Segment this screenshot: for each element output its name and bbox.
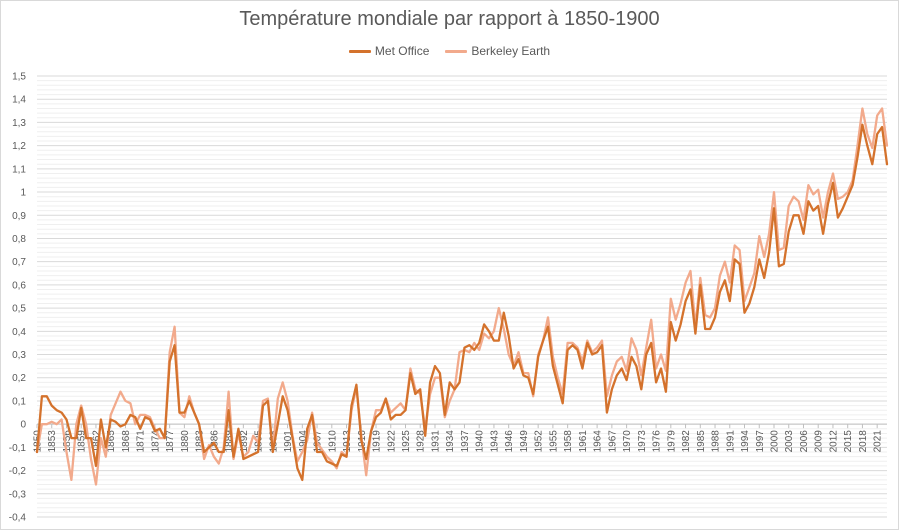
x-tick-label: 1871 xyxy=(136,430,147,453)
x-tick-label: 1865 xyxy=(106,430,117,453)
x-tick-label: 1940 xyxy=(475,430,486,453)
y-tick-label: 0,6 xyxy=(12,280,26,291)
y-axis: -0,4 -0,3 -0,2 -0,1 0 0,1 0,2 0,3 0,4 0,5 0,6 0,7 0,… xyxy=(9,72,27,524)
legend-label-berkeley-earth: Berkeley Earth xyxy=(471,44,551,58)
x-tick-label: 1961 xyxy=(578,430,589,453)
y-tick-label: 0,9 xyxy=(12,211,26,222)
x-tick-label: 1982 xyxy=(681,430,692,453)
x-tick-label: 1997 xyxy=(755,430,766,453)
x-tick-label: 1877 xyxy=(165,430,176,453)
x-tick-label: 1892 xyxy=(239,430,250,453)
x-tick-label: 1931 xyxy=(430,430,441,453)
y-tick-label: 0,8 xyxy=(12,234,26,245)
x-tick-label: 2000 xyxy=(769,430,780,453)
x-tick-label: 1952 xyxy=(534,430,545,453)
x-tick-label: 1973 xyxy=(637,430,648,453)
y-tick-label: 1,5 xyxy=(12,72,26,83)
y-tick-label: 0 xyxy=(20,420,26,431)
x-tick-label: 1934 xyxy=(445,430,456,453)
x-tick-label: 1910 xyxy=(327,430,338,453)
x-tick-label: 1925 xyxy=(401,430,412,453)
x-tick-label: 1919 xyxy=(372,430,383,453)
x-tick-label: 1874 xyxy=(150,430,161,453)
y-tick-label: -0,1 xyxy=(9,443,27,454)
x-tick-label: 1994 xyxy=(740,430,751,453)
x-tick-label: 1937 xyxy=(460,430,471,453)
x-tick-label: 1889 xyxy=(224,430,235,453)
x-tick-label: 1868 xyxy=(121,430,132,453)
y-tick-label: -0,3 xyxy=(9,489,27,500)
x-tick-label: 1862 xyxy=(91,430,102,453)
x-tick-label: 1883 xyxy=(195,430,206,453)
series-line-met-office xyxy=(35,123,889,482)
y-tick-label: 0,7 xyxy=(12,257,26,268)
y-tick-label: 1,1 xyxy=(12,164,26,175)
x-tick-label: 1907 xyxy=(313,430,324,453)
x-tick-label: 2018 xyxy=(858,430,869,453)
x-tick-label: 1958 xyxy=(563,430,574,453)
legend-swatch-met-office xyxy=(348,49,371,53)
x-tick-label: 1970 xyxy=(622,430,633,453)
y-tick-label: 0,1 xyxy=(12,396,26,407)
x-tick-label: 1946 xyxy=(504,430,515,453)
x-tick-label: 2015 xyxy=(843,430,854,453)
x-tick-label: 1943 xyxy=(489,430,500,453)
x-tick-label: 1859 xyxy=(77,430,88,453)
y-tick-label: 0,5 xyxy=(12,304,26,315)
x-tick-label: 1901 xyxy=(283,430,294,453)
x-tick-label: 1949 xyxy=(519,430,530,453)
x-tick-label: 2009 xyxy=(814,430,825,453)
y-tick-label: -0,2 xyxy=(9,466,27,477)
y-tick-label: 1,3 xyxy=(12,118,26,129)
x-tick-label: 1853 xyxy=(47,430,58,453)
x-tick-label: 1880 xyxy=(180,430,191,453)
x-tick-label: 1922 xyxy=(386,430,397,453)
legend-swatch-berkeley-earth xyxy=(445,49,468,53)
x-tick-label: 1955 xyxy=(548,430,559,453)
y-tick-label: 1,2 xyxy=(12,141,26,152)
legend: Met Office Berkeley Earth xyxy=(0,44,899,58)
x-tick-label: 1985 xyxy=(696,430,707,453)
x-tick-label: 1886 xyxy=(209,430,220,453)
y-tick-label: 0,4 xyxy=(12,327,26,338)
x-tick-label: 1856 xyxy=(62,430,73,453)
x-tick-label: 1988 xyxy=(711,430,722,453)
x-tick-label: 1964 xyxy=(593,430,604,453)
y-tick-label: 0,3 xyxy=(12,350,26,361)
x-tick-label: 1979 xyxy=(666,430,677,453)
x-tick-label: 1904 xyxy=(298,430,309,453)
x-axis: 1850 1853 1856 1859 1862 1865 1868 1871 1874 1877… xyxy=(33,424,884,452)
y-tick-label: -0,4 xyxy=(9,513,27,524)
y-tick-label: 0,2 xyxy=(12,373,26,384)
y-tick-label: 1,4 xyxy=(12,95,26,106)
legend-item-met-office: Met Office xyxy=(348,44,430,58)
legend-label-met-office: Met Office xyxy=(374,44,430,58)
x-tick-label: 2012 xyxy=(828,430,839,453)
series-lines xyxy=(35,107,889,486)
x-tick-label: 2006 xyxy=(799,430,810,453)
x-tick-label: 1991 xyxy=(725,430,736,453)
gridlines xyxy=(37,75,887,518)
y-tick-label: 1 xyxy=(20,188,26,199)
x-tick-label: 1967 xyxy=(607,430,618,453)
x-tick-label: 1976 xyxy=(652,430,663,453)
chart-title: Température mondiale par rapport à 1850-… xyxy=(239,8,660,30)
x-tick-label: 2021 xyxy=(873,430,884,453)
legend-item-berkeley-earth: Berkeley Earth xyxy=(445,44,550,58)
x-tick-label: 2003 xyxy=(784,430,795,453)
x-tick-label: 1928 xyxy=(416,430,427,453)
